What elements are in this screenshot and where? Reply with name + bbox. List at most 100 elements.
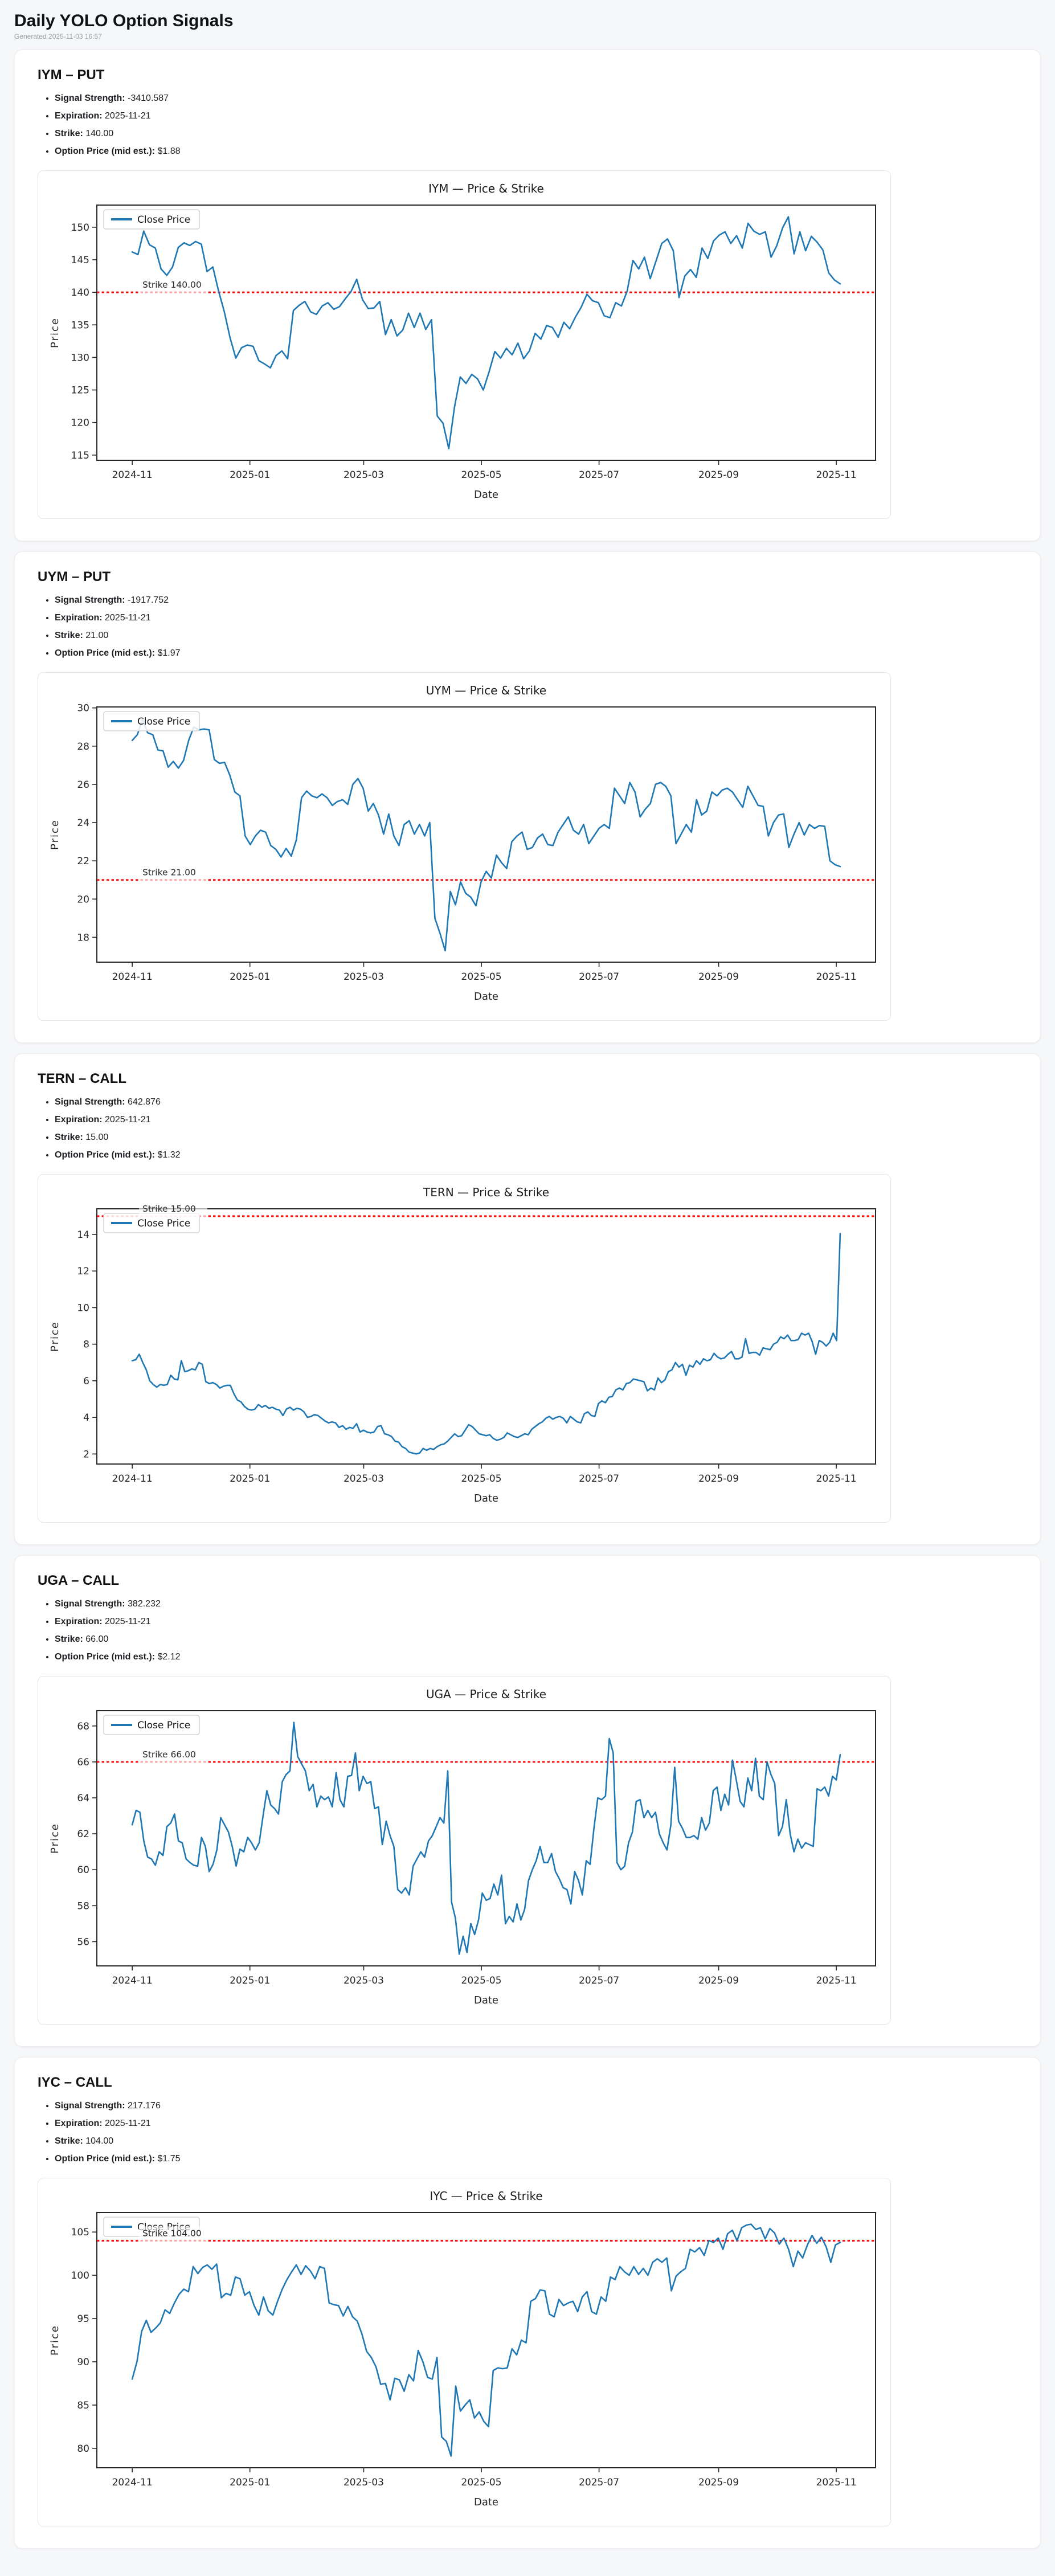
svg-text:2025-05: 2025-05 xyxy=(461,1975,502,1986)
signal-heading: UYM – PUT xyxy=(38,569,111,584)
fact-label: Signal Strength: xyxy=(55,1097,125,1107)
svg-text:18: 18 xyxy=(77,932,89,943)
fact-strike: Strike: 140.00 xyxy=(55,129,1017,139)
svg-text:2025-07: 2025-07 xyxy=(579,469,619,481)
svg-text:UGA — Price & Strike: UGA — Price & Strike xyxy=(426,1687,546,1701)
signal-facts: Signal Strength: 642.876 Expiration: 202… xyxy=(38,1097,1017,1160)
svg-text:26: 26 xyxy=(77,779,89,791)
svg-text:105: 105 xyxy=(71,2227,89,2238)
fact-expiration: Expiration: 2025-11-21 xyxy=(55,613,1017,623)
signal-card-uga: UGA – CALL Signal Strength: 382.232 Expi… xyxy=(14,1555,1041,2047)
page-title: Daily YOLO Option Signals xyxy=(14,11,234,30)
report-header: Daily YOLO Option Signals Generated 2025… xyxy=(14,11,1041,40)
fact-value: 2025-11-21 xyxy=(105,111,151,121)
svg-text:2024-11: 2024-11 xyxy=(112,1473,153,1485)
fact-option-price: Option Price (mid est.): $1.97 xyxy=(55,648,1017,659)
svg-text:Date: Date xyxy=(474,1493,498,1504)
fact-label: Expiration: xyxy=(55,1617,103,1626)
fact-value: 642.876 xyxy=(128,1097,161,1107)
fact-label: Expiration: xyxy=(55,613,103,623)
svg-text:2025-11: 2025-11 xyxy=(816,2477,857,2488)
fact-label: Strike: xyxy=(55,631,83,640)
svg-text:64: 64 xyxy=(77,1793,89,1804)
fact-label: Signal Strength: xyxy=(55,2101,125,2111)
svg-text:14: 14 xyxy=(77,1229,89,1241)
svg-text:12: 12 xyxy=(77,1266,89,1277)
svg-text:2025-05: 2025-05 xyxy=(461,971,502,983)
svg-text:58: 58 xyxy=(77,1900,89,1912)
fact-label: Signal Strength: xyxy=(55,93,125,103)
fact-strike: Strike: 66.00 xyxy=(55,1634,1017,1645)
fact-value: 104.00 xyxy=(85,2136,114,2146)
svg-text:2025-09: 2025-09 xyxy=(698,1975,739,1986)
svg-text:62: 62 xyxy=(77,1829,89,1840)
fact-label: Strike: xyxy=(55,129,83,138)
svg-text:90: 90 xyxy=(77,2357,89,2368)
fact-value: $1.88 xyxy=(157,146,181,156)
svg-text:140: 140 xyxy=(71,287,89,299)
generated-timestamp: Generated 2025-11-03 16:57 xyxy=(14,32,102,40)
fact-value: $1.75 xyxy=(157,2154,181,2164)
fact-option-price: Option Price (mid est.): $1.32 xyxy=(55,1150,1017,1160)
price-strike-chart-iym: IYM — Price & Strike 115 120 125 130 135 140 14… xyxy=(43,177,886,510)
signal-facts: Signal Strength: 217.176 Expiration: 202… xyxy=(38,2101,1017,2164)
svg-text:2025-07: 2025-07 xyxy=(579,1473,619,1485)
signal-heading: UGA – CALL xyxy=(38,1573,120,1588)
svg-text:2025-09: 2025-09 xyxy=(698,2477,739,2488)
svg-text:2025-05: 2025-05 xyxy=(461,2477,502,2488)
fact-label: Expiration: xyxy=(55,1115,103,1125)
fact-value: 140.00 xyxy=(85,129,114,138)
fact-label: Expiration: xyxy=(55,111,103,121)
svg-text:2024-11: 2024-11 xyxy=(112,2477,153,2488)
svg-text:2024-11: 2024-11 xyxy=(112,1975,153,1986)
svg-text:Price: Price xyxy=(49,317,61,348)
fact-value: 217.176 xyxy=(128,2101,161,2111)
fact-value: $1.97 xyxy=(157,648,181,658)
fact-label: Option Price (mid est.): xyxy=(55,2154,156,2164)
svg-text:Close Price: Close Price xyxy=(137,214,190,226)
svg-text:8: 8 xyxy=(83,1339,89,1351)
price-strike-chart-tern: TERN — Price & Strike 2 4 6 8 10 12 14 2024-11 20… xyxy=(43,1180,886,1514)
svg-text:2025-09: 2025-09 xyxy=(698,469,739,481)
chart-figure: IYC — Price & Strike 80 85 90 95 100 105 2024-1… xyxy=(38,2178,891,2526)
svg-text:2025-11: 2025-11 xyxy=(816,1473,857,1485)
signal-heading: TERN – CALL xyxy=(38,1071,126,1086)
fact-strike: Strike: 104.00 xyxy=(55,2136,1017,2146)
svg-text:2025-07: 2025-07 xyxy=(579,1975,619,1986)
fact-signal-strength: Signal Strength: 382.232 xyxy=(55,1599,1017,1609)
svg-text:20: 20 xyxy=(77,894,89,905)
svg-text:Date: Date xyxy=(474,2496,498,2508)
svg-text:125: 125 xyxy=(71,385,89,396)
svg-text:150: 150 xyxy=(71,222,89,234)
fact-option-price: Option Price (mid est.): $1.75 xyxy=(55,2154,1017,2164)
svg-text:2025-11: 2025-11 xyxy=(816,1975,857,1986)
svg-text:2024-11: 2024-11 xyxy=(112,971,153,983)
svg-text:2025-01: 2025-01 xyxy=(230,1473,270,1485)
signal-card-uym: UYM – PUT Signal Strength: -1917.752 Exp… xyxy=(14,551,1041,1043)
svg-text:56: 56 xyxy=(77,1936,89,1948)
svg-text:Strike 140.00: Strike 140.00 xyxy=(142,280,202,290)
svg-text:IYM — Price & Strike: IYM — Price & Strike xyxy=(428,182,544,195)
signal-heading: IYM – PUT xyxy=(38,67,105,83)
svg-text:Close Price: Close Price xyxy=(137,716,190,727)
svg-text:135: 135 xyxy=(71,320,89,331)
svg-text:Strike 104.00: Strike 104.00 xyxy=(142,2228,202,2238)
fact-value: $2.12 xyxy=(157,1652,181,1662)
svg-text:4: 4 xyxy=(83,1412,89,1424)
svg-text:115: 115 xyxy=(71,450,89,461)
svg-text:2: 2 xyxy=(83,1449,89,1460)
svg-text:2025-01: 2025-01 xyxy=(230,971,270,983)
fact-signal-strength: Signal Strength: 642.876 xyxy=(55,1097,1017,1107)
fact-label: Strike: xyxy=(55,2136,83,2146)
fact-label: Option Price (mid est.): xyxy=(55,648,156,658)
svg-text:85: 85 xyxy=(77,2400,89,2411)
svg-text:2025-01: 2025-01 xyxy=(230,1975,270,1986)
svg-text:2025-09: 2025-09 xyxy=(698,1473,739,1485)
svg-text:2025-01: 2025-01 xyxy=(230,469,270,481)
fact-option-price: Option Price (mid est.): $1.88 xyxy=(55,146,1017,157)
svg-text:Strike 66.00: Strike 66.00 xyxy=(142,1749,196,1760)
svg-text:Date: Date xyxy=(474,991,498,1003)
fact-label: Option Price (mid est.): xyxy=(55,1150,156,1160)
signal-card-iym: IYM – PUT Signal Strength: -3410.587 Exp… xyxy=(14,50,1041,541)
svg-text:22: 22 xyxy=(77,856,89,867)
